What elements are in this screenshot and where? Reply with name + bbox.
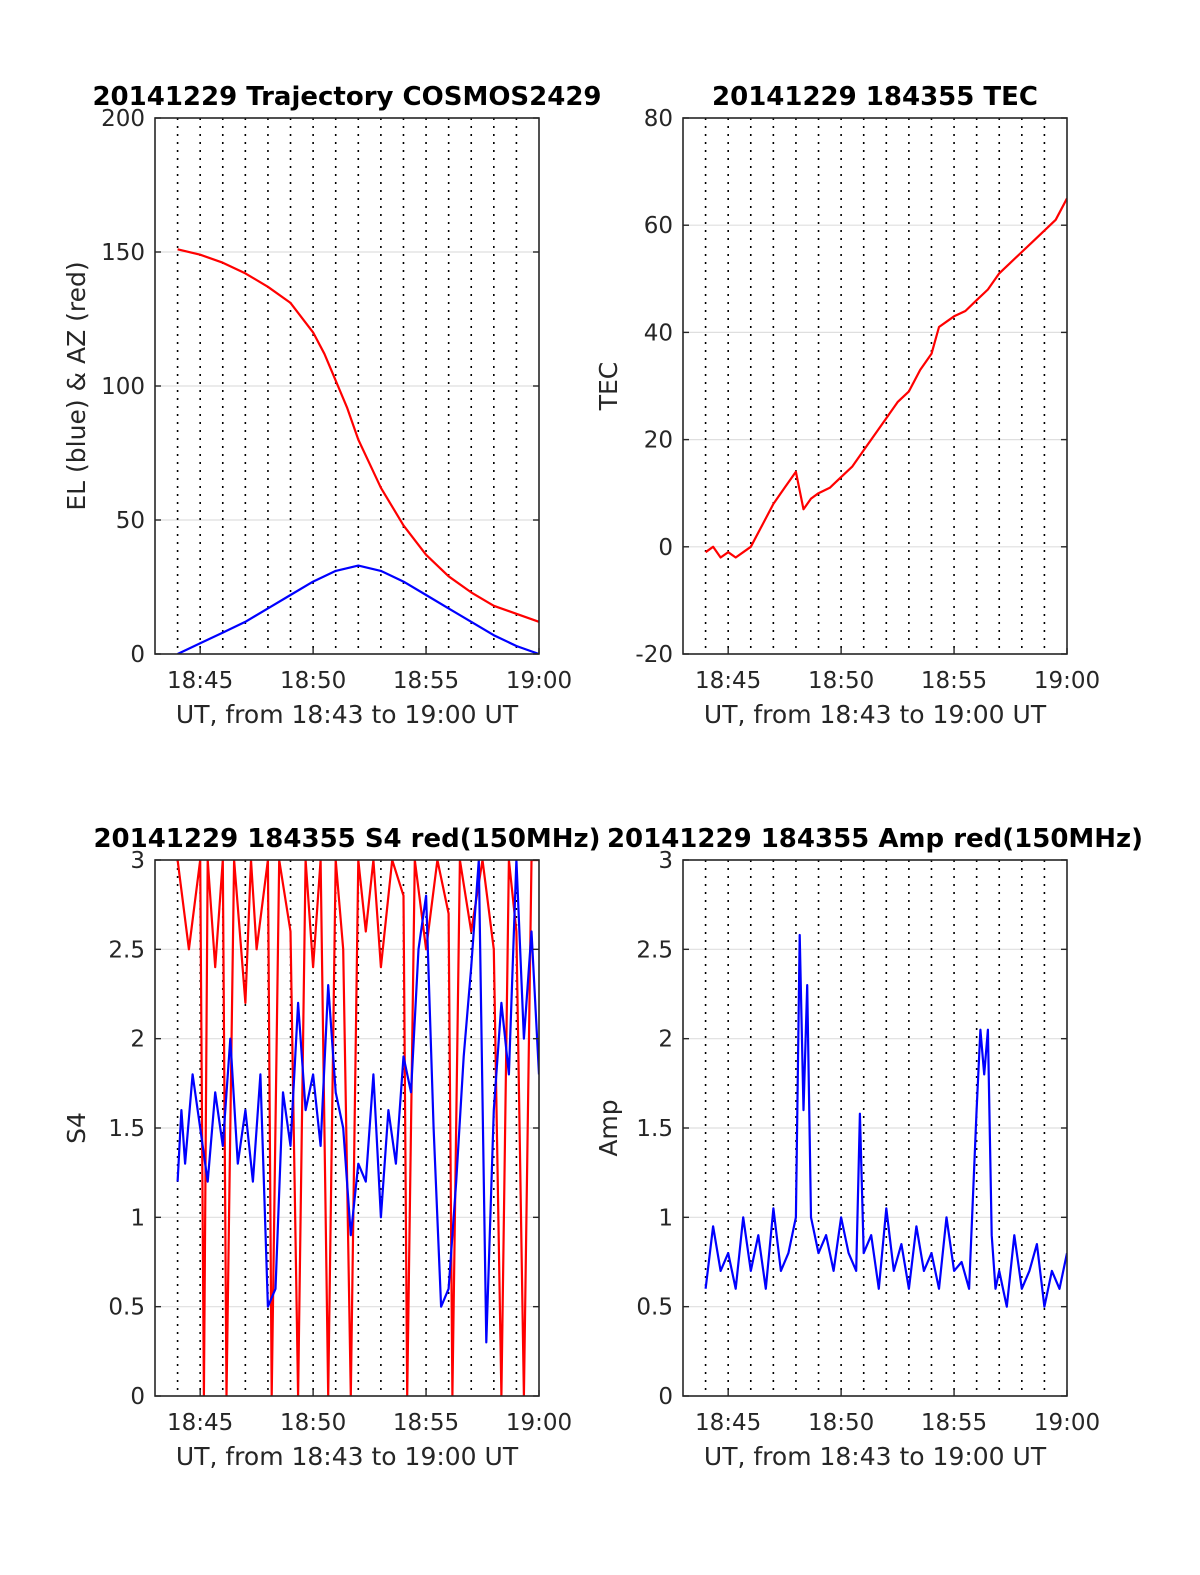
y-tick-label: -20 [635, 642, 673, 668]
panel-1: 0 50 100 150 200 18:45 18:50 18:55 19:00 20141229… [62, 82, 602, 729]
y-tick-label: 40 [644, 320, 673, 346]
y-tick-label: 1 [658, 1205, 673, 1231]
axes-box [682, 117, 1068, 655]
x-axis-label: UT, from 18:43 to 19:00 UT [176, 1442, 519, 1471]
x-tick-label: 18:45 [167, 1410, 233, 1436]
y-tick-label: 2.5 [636, 937, 673, 963]
x-tick-label: 18:50 [808, 1410, 874, 1436]
y-tick-label: 1.5 [636, 1116, 673, 1142]
panel-3: 0 0.5 1 1.5 2 2.5 3 18:45 18:50 18:55 19:00 2014122… [62, 824, 601, 1471]
y-tick-label: 0.5 [636, 1295, 673, 1321]
x-tick-label: 19:00 [1034, 1410, 1100, 1436]
chart-title: 20141229 Trajectory COSMOS2429 [92, 82, 601, 112]
x-tick-label: 18:50 [280, 668, 346, 694]
x-tick-label: 19:00 [506, 668, 572, 694]
y-tick-label: 0.5 [108, 1295, 145, 1321]
y-tick-label: 1.5 [108, 1116, 145, 1142]
x-tick-label: 18:50 [808, 668, 874, 694]
y-tick-label: 3 [130, 848, 145, 874]
y-tick-label: 3 [658, 848, 673, 874]
x-tick-label: 18:55 [393, 668, 459, 694]
panel-2: -20 0 20 40 60 80 18:45 18:50 18:55 19:00 20141229… [594, 82, 1100, 729]
y-tick-label: 80 [644, 106, 673, 132]
chart-title: 20141229 184355 S4 red(150MHz) [93, 824, 600, 854]
x-tick-label: 18:45 [167, 668, 233, 694]
y-tick-label: 150 [101, 240, 145, 266]
y-tick-label: 20 [644, 428, 673, 454]
y-tick-label: 2 [130, 1027, 145, 1053]
x-tick-label: 18:55 [921, 668, 987, 694]
y-axis-label: S4 [62, 1112, 91, 1144]
panel-4: 0 0.5 1 1.5 2 2.5 3 18:45 18:50 18:55 19:00 2014122… [594, 824, 1143, 1471]
y-tick-label: 2 [658, 1027, 673, 1053]
y-tick-label: 50 [116, 508, 145, 534]
y-tick-label: 200 [101, 106, 145, 132]
x-tick-label: 19:00 [1034, 668, 1100, 694]
y-tick-label: 2.5 [108, 937, 145, 963]
y-axis-label: TEC [594, 362, 623, 412]
x-axis-label: UT, from 18:43 to 19:00 UT [704, 1442, 1047, 1471]
x-tick-label: 19:00 [506, 1410, 572, 1436]
series-line-2 [176, 860, 539, 1344]
y-tick-label: 100 [101, 374, 145, 400]
chart-title: 20141229 184355 TEC [712, 82, 1038, 112]
x-tick-label: 18:50 [280, 1410, 346, 1436]
chart-title: 20141229 184355 Amp red(150MHz) [607, 824, 1143, 854]
y-tick-label: 0 [658, 1384, 673, 1410]
x-axis-label: UT, from 18:43 to 19:00 UT [176, 700, 519, 729]
y-axis-label: Amp [594, 1099, 623, 1156]
series-line-1 [704, 933, 1067, 1308]
y-tick-label: 1 [130, 1205, 145, 1231]
y-tick-label: 60 [644, 213, 673, 239]
y-tick-label: 0 [130, 1384, 145, 1410]
x-tick-label: 18:55 [393, 1410, 459, 1436]
series-line-2 [177, 564, 539, 654]
series-line-1 [704, 197, 1067, 559]
series-line-1 [177, 248, 539, 623]
x-tick-label: 18:45 [695, 1410, 761, 1436]
x-tick-label: 18:45 [695, 668, 761, 694]
y-tick-label: 0 [658, 535, 673, 561]
y-axis-label: EL (blue) & AZ (red) [62, 261, 91, 510]
x-axis-label: UT, from 18:43 to 19:00 UT [704, 700, 1047, 729]
x-tick-label: 18:55 [921, 1410, 987, 1436]
y-tick-label: 0 [130, 642, 145, 668]
